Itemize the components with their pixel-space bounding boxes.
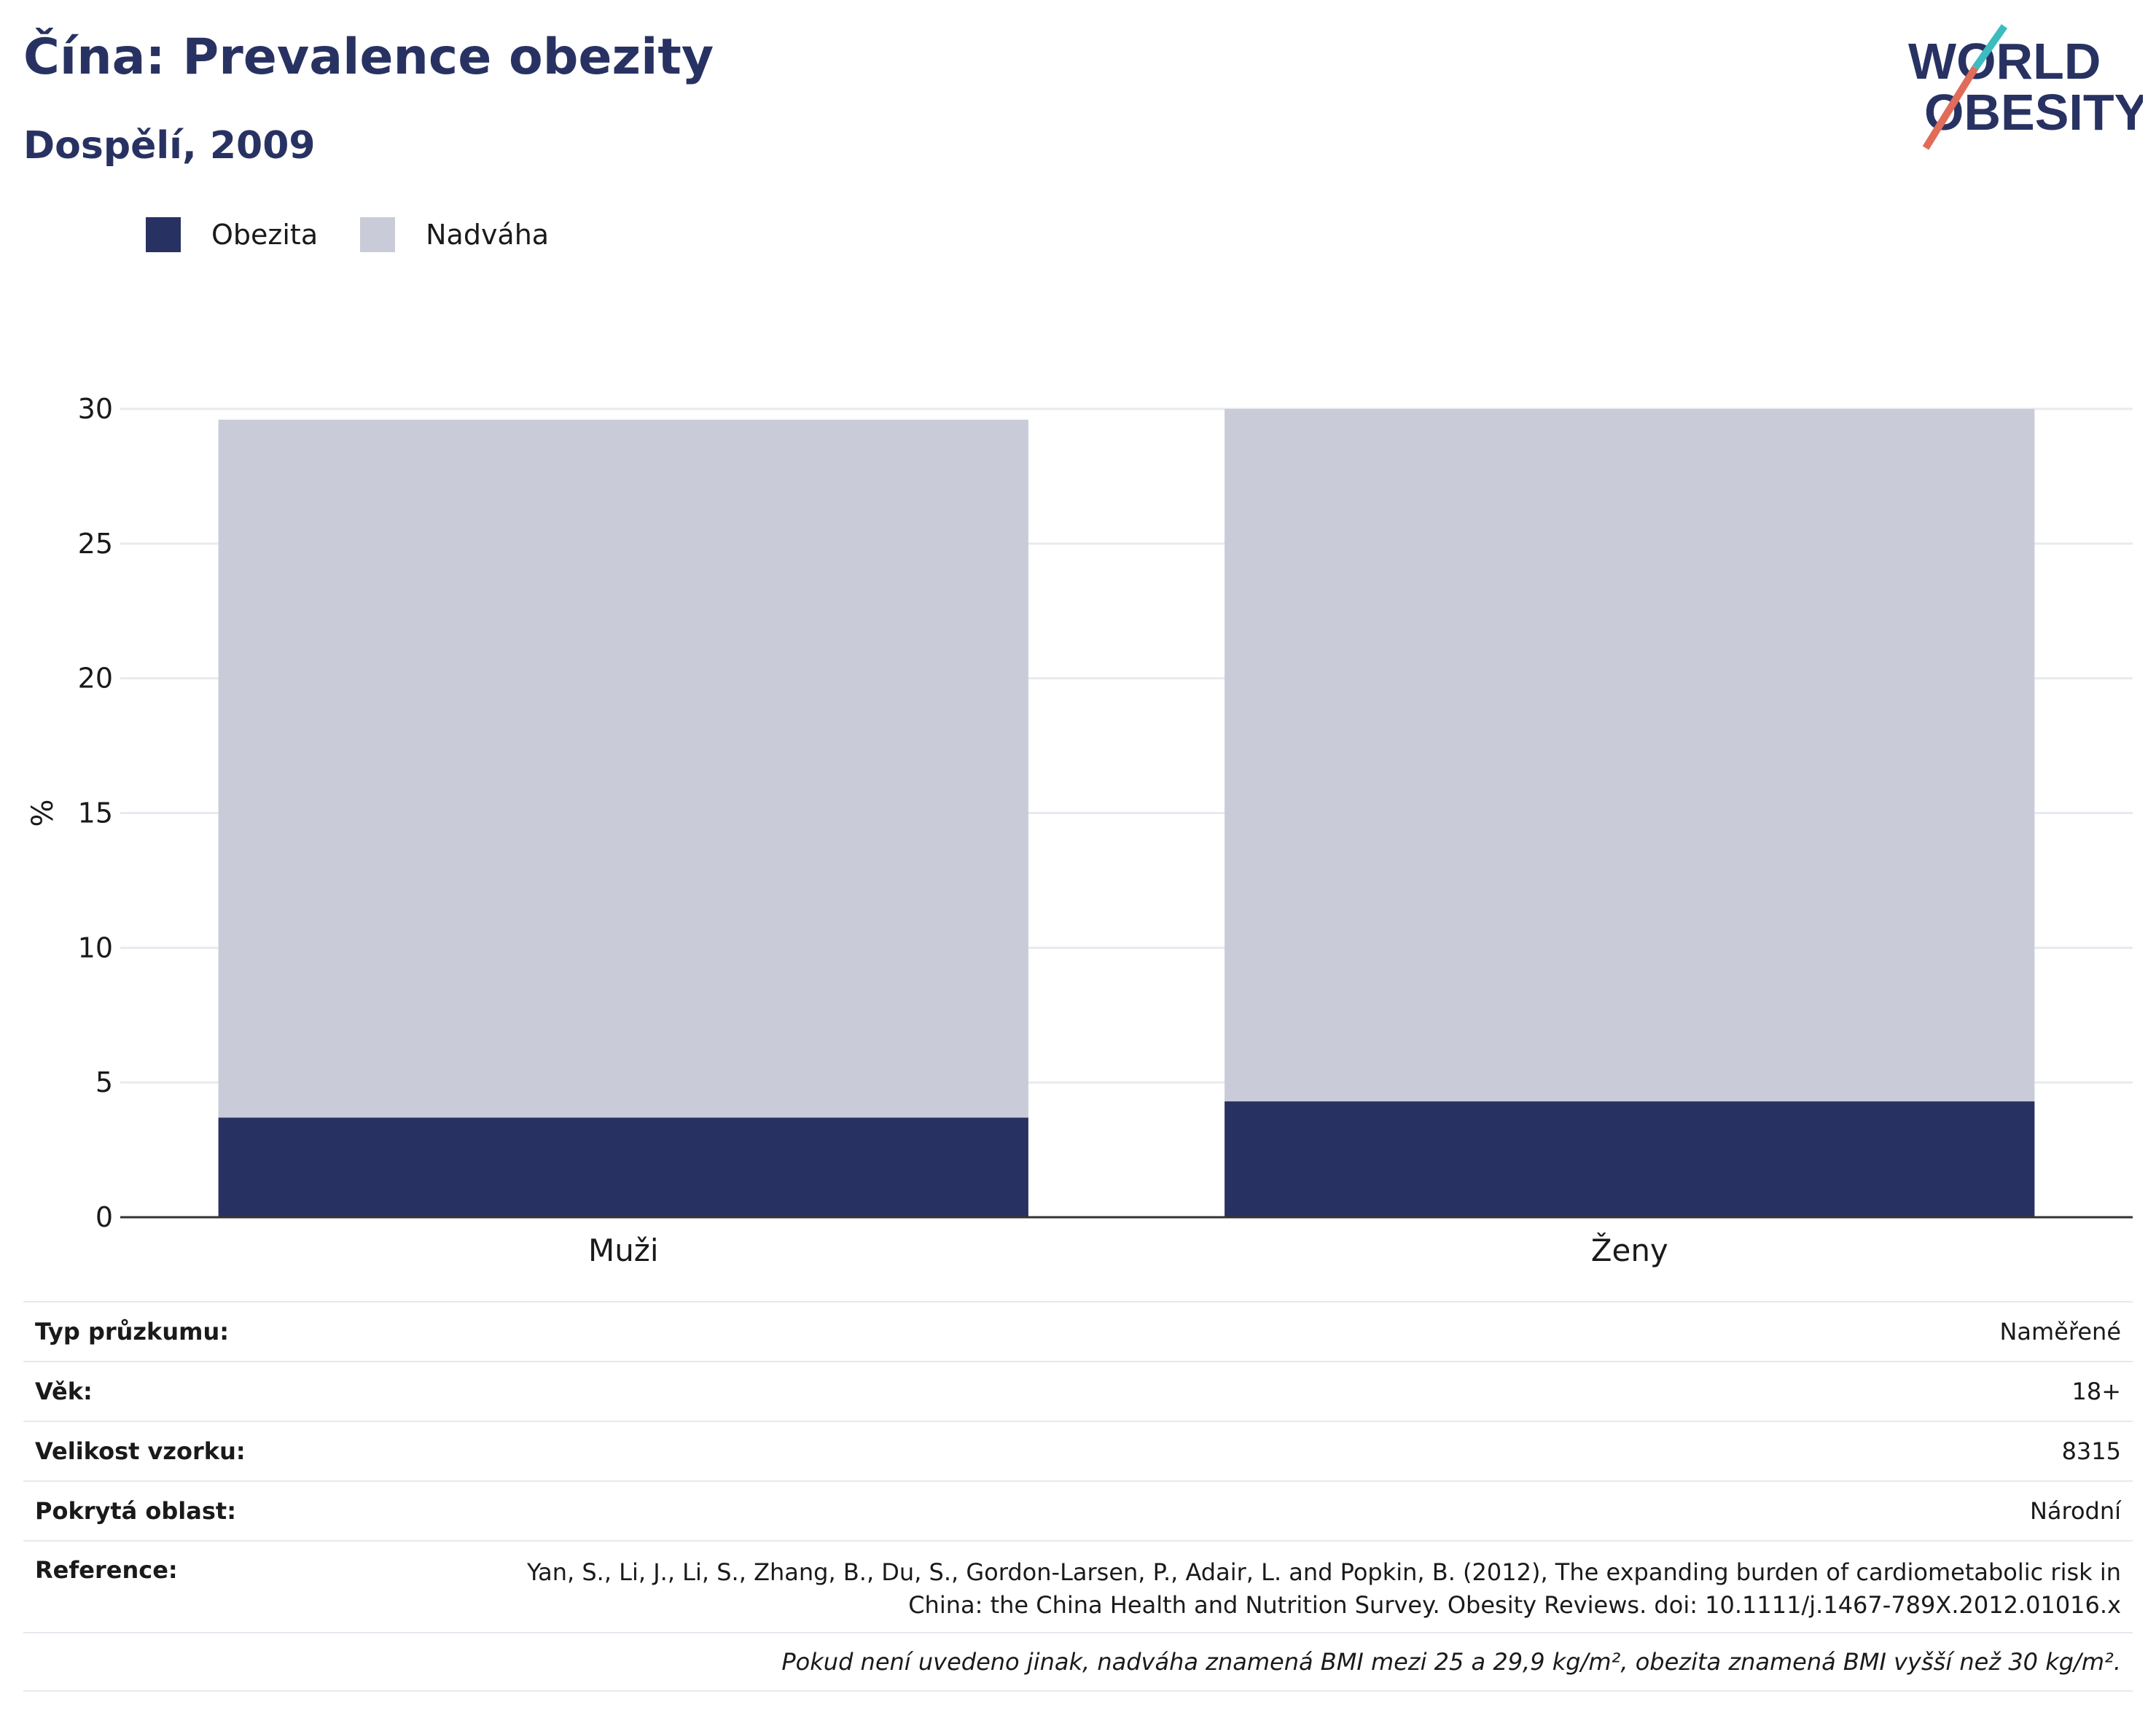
meta-row-age: Věk: 18+	[23, 1361, 2133, 1421]
meta-label: Věk:	[35, 1378, 93, 1405]
legend-swatch-nadvaha	[360, 217, 396, 252]
logo-line1: WORLD	[1908, 33, 2101, 90]
logo-slash-red	[1922, 66, 1979, 150]
meta-row-coverage: Pokrytá oblast: Národní	[23, 1480, 2133, 1540]
bar-obezita-0	[218, 1117, 1028, 1217]
meta-row-reference: Reference: Yan, S., Li, J., Li, S., Zhan…	[23, 1540, 2133, 1632]
footnote: Pokud není uvedeno jinak, nadváha znamen…	[23, 1632, 2133, 1692]
stacked-bar-chart: 0 5 10 15 20 25 30% Muži Ženy	[26, 393, 2133, 1268]
y-tick-label: 5	[95, 1066, 113, 1098]
meta-value: 18+	[2071, 1377, 2121, 1405]
logo-slash-teal	[1972, 24, 2008, 70]
world-obesity-logo: WORLD OBESITY	[1908, 24, 2143, 150]
bar-obezita-1	[1225, 1101, 2035, 1217]
meta-value: 8315	[2061, 1437, 2121, 1465]
x-tick-label: Muži	[588, 1233, 659, 1268]
legend-item-obezita: Obezita	[146, 217, 318, 252]
meta-label: Pokrytá oblast:	[35, 1497, 236, 1525]
y-tick-label: 10	[78, 932, 113, 964]
meta-value-reference: Yan, S., Li, J., Li, S., Zhang, B., Du, …	[526, 1558, 2121, 1619]
legend-item-nadvaha: Nadváha	[360, 217, 549, 252]
meta-label: Reference:	[35, 1556, 178, 1584]
legend-swatch-obezita	[146, 217, 181, 252]
meta-label: Typ průzkumu:	[35, 1318, 230, 1346]
bar-nadvaha-1	[1225, 409, 2035, 1102]
meta-label: Velikost vzorku:	[35, 1437, 246, 1465]
chart-title: Čína: Prevalence obezity	[23, 28, 714, 86]
bar-nadvaha-0	[218, 419, 1028, 1118]
chart-subtitle: Dospělí, 2009	[23, 124, 316, 168]
y-tick-label: 30	[78, 393, 113, 425]
y-tick-label: 0	[95, 1201, 113, 1233]
meta-row-survey-type: Typ průzkumu: Naměřené	[23, 1301, 2133, 1361]
meta-value: Naměřené	[1999, 1317, 2121, 1346]
legend: Obezita Nadváha	[146, 217, 591, 252]
meta-value: Národní	[2029, 1496, 2121, 1525]
footnote-text: Pokud není uvedeno jinak, nadváha znamen…	[781, 1648, 2121, 1676]
y-tick-label: 15	[78, 797, 113, 829]
y-tick-label: 25	[78, 528, 113, 560]
legend-label-nadvaha: Nadváha	[426, 219, 550, 251]
legend-label-obezita: Obezita	[211, 219, 319, 251]
y-axis-label: %	[26, 799, 60, 827]
y-tick-label: 20	[78, 663, 113, 695]
meta-row-sample-size: Velikost vzorku: 8315	[23, 1421, 2133, 1480]
survey-details-table: Typ průzkumu: Naměřené Věk: 18+ Velikost…	[23, 1301, 2133, 1692]
x-tick-label: Ženy	[1591, 1232, 1668, 1268]
